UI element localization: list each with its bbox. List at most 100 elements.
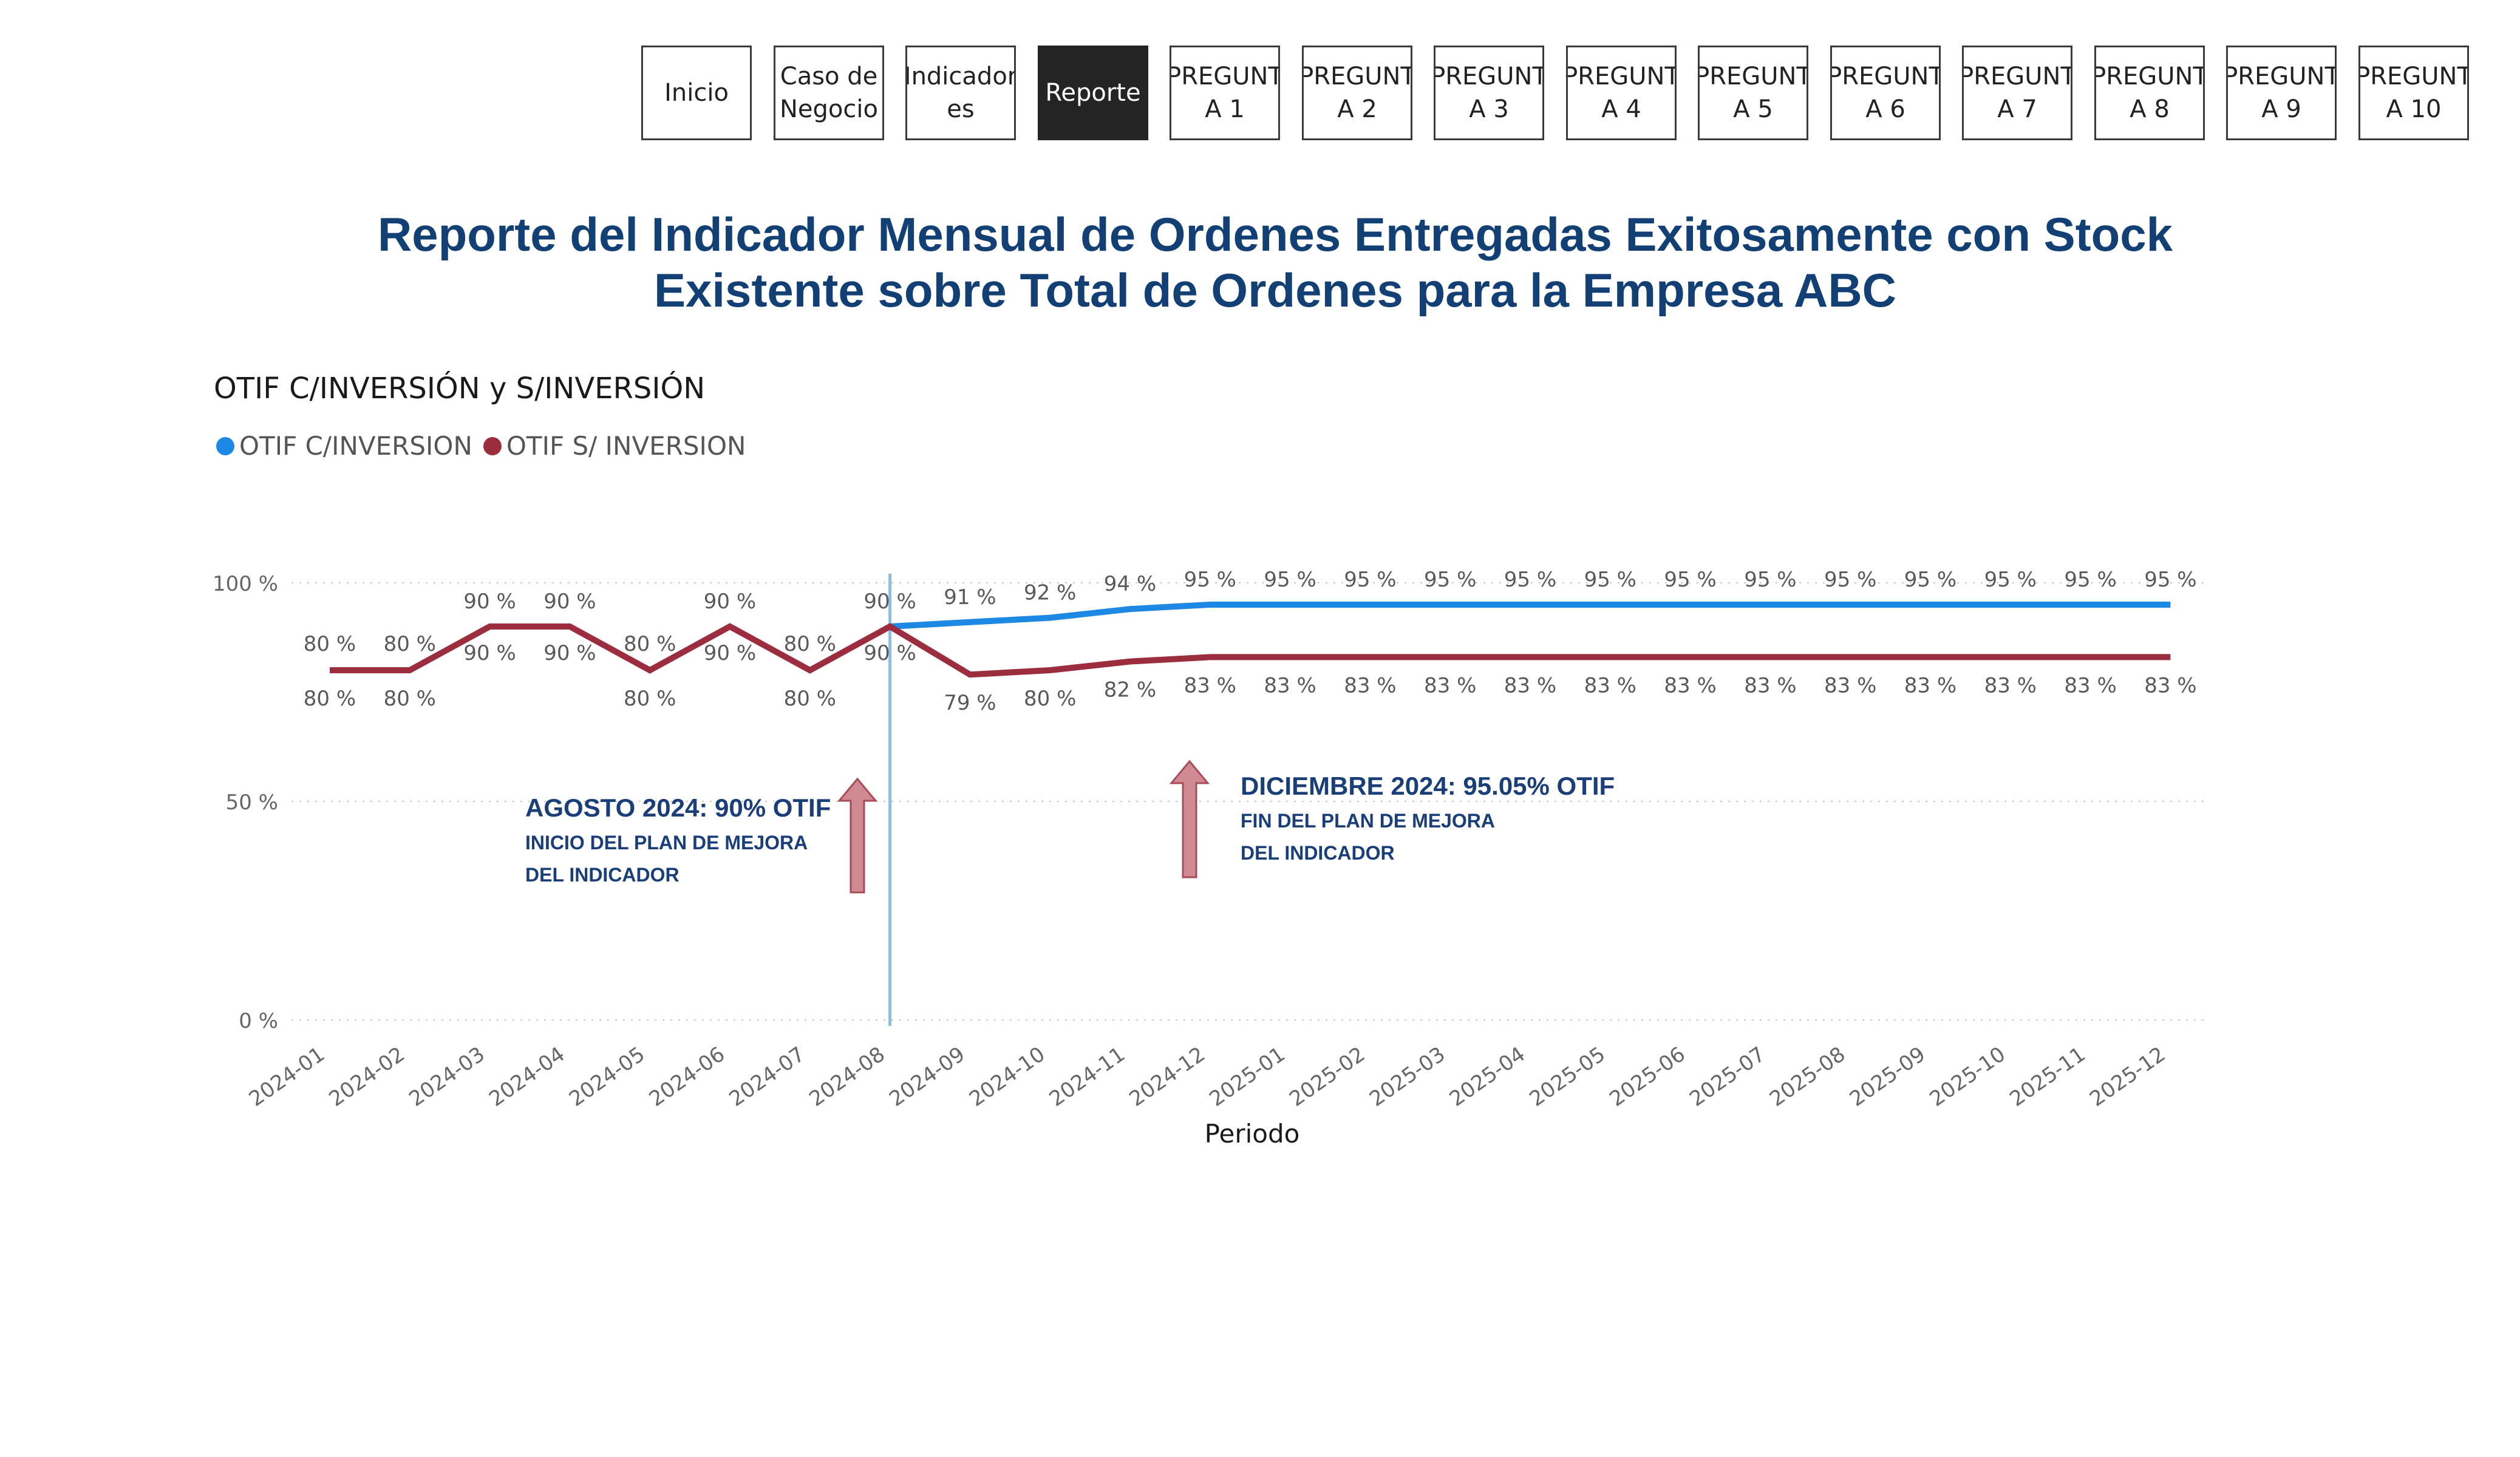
- x-tick-label: 2025-09: [1845, 1042, 1930, 1112]
- x-tick-label: 2024-01: [245, 1042, 329, 1112]
- page-title: Reporte del Indicador Mensual de Ordenes…: [377, 208, 2173, 317]
- x-tick-label: 2025-01: [1205, 1042, 1289, 1112]
- data-label-c-inversion: 90 %: [704, 589, 756, 614]
- x-tick-label: 2025-06: [1605, 1042, 1689, 1112]
- annotation-diciembre-headline: DICIEMBRE 2024: 95.05% OTIF: [1241, 772, 1615, 800]
- nav-button-pregunt-a-4[interactable]: PREGUNT A 4: [1566, 46, 1677, 140]
- data-label-s-inversion: 80 %: [624, 687, 676, 711]
- annotation-diciembre-2024: DICIEMBRE 2024: 95.05% OTIF FIN DEL PLAN…: [1241, 771, 1615, 869]
- data-label-c-inversion: 80 %: [304, 632, 356, 656]
- data-label-s-inversion: 83 %: [1984, 673, 2037, 698]
- data-label-s-inversion: 83 %: [2064, 673, 2116, 698]
- data-label-s-inversion: 83 %: [1824, 673, 1876, 698]
- x-tick-label: 2025-05: [1525, 1042, 1610, 1112]
- data-label-s-inversion: 80 %: [1024, 687, 1076, 711]
- data-label-c-inversion: 80 %: [624, 632, 676, 656]
- data-label-c-inversion: 95 %: [1504, 568, 1556, 592]
- data-label-s-inversion: 79 %: [944, 691, 996, 715]
- data-label-c-inversion: 95 %: [1184, 568, 1236, 592]
- data-label-c-inversion: 95 %: [2064, 568, 2116, 592]
- annotation-agosto-headline: AGOSTO 2024: 90% OTIF: [525, 793, 831, 822]
- data-label-s-inversion: 80 %: [384, 687, 436, 711]
- series-line-c-inversion: [890, 602, 2171, 630]
- data-label-c-inversion: 90 %: [863, 589, 916, 614]
- data-label-s-inversion: 90 %: [863, 641, 916, 665]
- y-tick-label: 0 %: [239, 1009, 278, 1033]
- data-label-c-inversion: 94 %: [1104, 572, 1156, 596]
- x-tick-label: 2025-10: [1926, 1042, 2010, 1112]
- x-tick-label: 2024-12: [1125, 1042, 1210, 1112]
- nav-button-pregunt-a-2[interactable]: PREGUNT A 2: [1302, 46, 1412, 140]
- chart-title: OTIF C/INVERSIÓN y S/INVERSIÓN: [214, 372, 706, 406]
- nav-button-pregunt-a-5[interactable]: PREGUNT A 5: [1698, 46, 1808, 140]
- legend-label-s-inversion: OTIF S/ INVERSION: [506, 431, 746, 461]
- legend-marker-s-inversion: [483, 436, 502, 455]
- x-tick-label: 2024-09: [885, 1042, 969, 1112]
- x-tick-label: 2024-03: [404, 1042, 489, 1112]
- nav-button-reporte[interactable]: Reporte: [1038, 46, 1148, 140]
- data-label-c-inversion: 95 %: [1744, 568, 1796, 592]
- x-tick-label: 2025-03: [1365, 1042, 1449, 1112]
- data-label-s-inversion: 83 %: [1904, 673, 1956, 698]
- x-tick-label: 2024-05: [565, 1042, 649, 1112]
- data-label-s-inversion: 80 %: [784, 687, 836, 711]
- legend-label-c-inversion: OTIF C/INVERSION: [239, 431, 472, 461]
- y-tick-label: 50 %: [226, 790, 278, 815]
- chart-legend: OTIF C/INVERSION OTIF S/ INVERSION: [216, 431, 757, 461]
- x-tick-label: 2025-11: [2005, 1042, 2089, 1112]
- data-label-c-inversion: 95 %: [1584, 568, 1636, 592]
- x-tick-label: 2024-10: [965, 1042, 1049, 1112]
- navigation-bar: Inicio Caso de Negocio Indicador es Reporte…: [0, 0, 2520, 158]
- annotation-diciembre-line-2: DEL INDICADOR: [1241, 842, 1395, 864]
- data-label-s-inversion: 90 %: [704, 641, 756, 665]
- data-label-s-inversion: 83 %: [2144, 673, 2196, 698]
- annotation-diciembre-line-1: FIN DEL PLAN DE MEJORA: [1241, 810, 1495, 832]
- legend-item-s-inversion[interactable]: OTIF S/ INVERSION: [483, 431, 746, 461]
- data-label-s-inversion: 83 %: [1344, 673, 1396, 698]
- data-label-c-inversion: 91 %: [944, 585, 996, 610]
- x-tick-label: 2025-02: [1285, 1042, 1369, 1112]
- data-label-c-inversion: 80 %: [784, 632, 836, 656]
- data-label-c-inversion: 95 %: [1984, 568, 2037, 592]
- data-label-c-inversion: 80 %: [384, 632, 436, 656]
- x-tick-label: 2024-02: [325, 1042, 409, 1112]
- x-axis-title: Periodo: [1205, 1119, 1300, 1149]
- nav-button-pregunt-a-3[interactable]: PREGUNT A 3: [1434, 46, 1544, 140]
- x-tick-label: 2024-08: [805, 1042, 889, 1112]
- data-label-c-inversion: 90 %: [543, 589, 596, 614]
- x-tick-label: 2024-11: [1045, 1042, 1129, 1112]
- nav-button-pregunt-a-9[interactable]: PREGUNT A 9: [2226, 46, 2337, 140]
- nav-button-pregunt-a-10[interactable]: PREGUNT A 10: [2358, 46, 2469, 140]
- data-label-c-inversion: 90 %: [463, 589, 516, 614]
- nav-button-pregunt-a-8[interactable]: PREGUNT A 8: [2094, 46, 2205, 140]
- nav-button-indicador-es[interactable]: Indicador es: [905, 46, 1016, 140]
- nav-button-inicio[interactable]: Inicio: [641, 46, 752, 140]
- x-tick-label: 2025-08: [1765, 1042, 1850, 1112]
- data-label-s-inversion: 83 %: [1664, 673, 1716, 698]
- data-label-s-inversion: 83 %: [1264, 673, 1316, 698]
- data-label-c-inversion: 95 %: [1424, 568, 1476, 592]
- series-line-s-inversion: [330, 623, 2171, 678]
- data-label-s-inversion: 83 %: [1744, 673, 1796, 698]
- annotation-agosto-line-1: INICIO DEL PLAN DE MEJORA: [525, 832, 808, 854]
- data-label-c-inversion: 95 %: [1904, 568, 1956, 592]
- nav-button-pregunt-a-7[interactable]: PREGUNT A 7: [1962, 46, 2072, 140]
- data-label-c-inversion: 95 %: [1824, 568, 1876, 592]
- x-tick-label: 2024-06: [645, 1042, 729, 1112]
- data-label-s-inversion: 80 %: [304, 687, 356, 711]
- x-tick-label: 2025-12: [2085, 1042, 2170, 1112]
- x-tick-label: 2024-07: [725, 1042, 809, 1112]
- x-tick-label: 2025-04: [1445, 1042, 1530, 1112]
- data-label-s-inversion: 90 %: [543, 641, 596, 665]
- nav-button-pregunt-a-1[interactable]: PREGUNT A 1: [1170, 46, 1280, 140]
- data-label-s-inversion: 83 %: [1584, 673, 1636, 698]
- legend-marker-c-inversion: [216, 436, 234, 455]
- data-label-c-inversion: 92 %: [1024, 581, 1076, 605]
- legend-item-c-inversion[interactable]: OTIF C/INVERSION: [216, 431, 472, 461]
- data-label-c-inversion: 95 %: [1344, 568, 1396, 592]
- data-label-c-inversion: 95 %: [1664, 568, 1716, 592]
- nav-button-caso-de-negocio[interactable]: Caso de Negocio: [774, 46, 884, 140]
- data-label-s-inversion: 83 %: [1184, 673, 1236, 698]
- annotation-agosto-2024: AGOSTO 2024: 90% OTIF INICIO DEL PLAN DE…: [525, 793, 831, 891]
- nav-button-pregunt-a-6[interactable]: PREGUNT A 6: [1830, 46, 1941, 140]
